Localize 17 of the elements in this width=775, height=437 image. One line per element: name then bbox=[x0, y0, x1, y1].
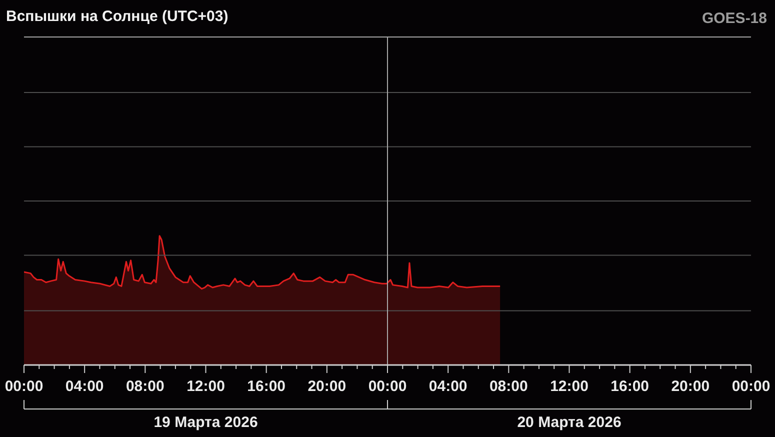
x-tick-label: 04:00 bbox=[428, 378, 468, 395]
x2-tick-label: 19 Марта 2026 bbox=[154, 414, 258, 431]
x-tick-label: 12:00 bbox=[186, 378, 225, 395]
chart-subtitle: GOES-18 bbox=[702, 10, 767, 27]
x-tick-label: 20:00 bbox=[308, 378, 346, 395]
x-tick-label: 20:00 bbox=[671, 378, 710, 395]
chart-title: Вспышки на Солнце (UTC+03) bbox=[6, 8, 228, 25]
x-tick-label: 08:00 bbox=[489, 378, 528, 395]
x-tick-label: 00:00 bbox=[368, 378, 407, 395]
x-tick-label: 16:00 bbox=[610, 378, 650, 395]
x-tick-label: 16:00 bbox=[247, 378, 286, 395]
x-tick-label: 04:00 bbox=[65, 378, 104, 395]
x-tick-label: 00:00 bbox=[4, 378, 44, 395]
x2-tick-label: 20 Марта 2026 bbox=[517, 414, 622, 431]
x-tick-label: 00:00 bbox=[732, 378, 770, 395]
x-tick-label: 08:00 bbox=[126, 378, 164, 395]
x-tick-label: 12:00 bbox=[550, 378, 588, 395]
